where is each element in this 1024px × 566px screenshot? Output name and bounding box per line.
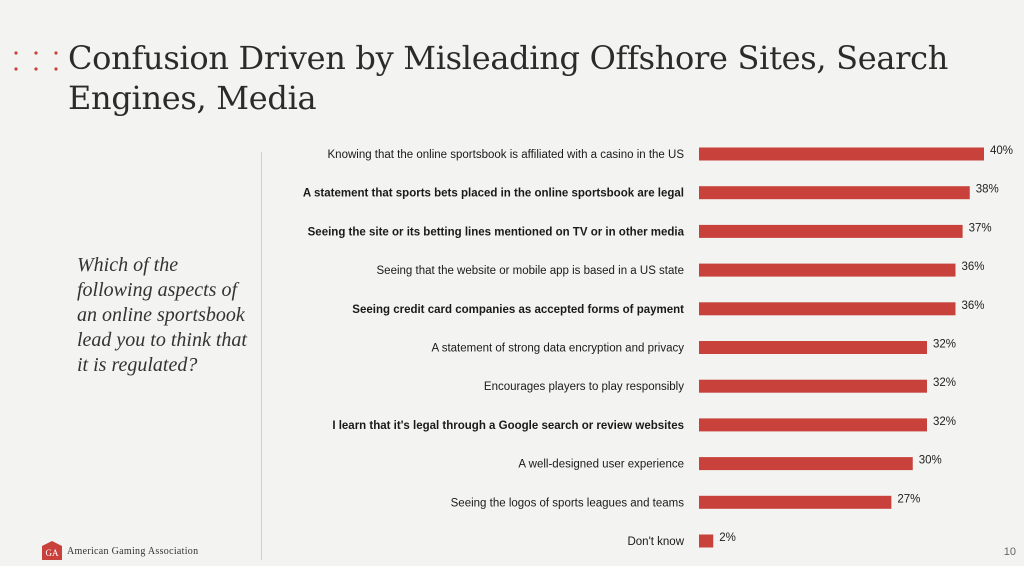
value-label: 32% [933, 416, 956, 428]
bar [699, 457, 913, 471]
value-label: 30% [919, 455, 942, 467]
bar [699, 379, 927, 393]
value-label: 32% [933, 339, 956, 351]
svg-text:GA: GA [46, 548, 59, 558]
bar [699, 147, 984, 161]
category-label: Seeing the logos of sports leagues and t… [451, 497, 685, 509]
bar [699, 302, 956, 316]
value-label: 40% [990, 145, 1013, 157]
value-label: 36% [962, 300, 985, 312]
category-label: Seeing the site or its betting lines men… [308, 226, 685, 238]
value-label: 27% [897, 493, 920, 505]
bar [699, 341, 927, 354]
decorative-dots-icon [14, 51, 58, 71]
category-label: Knowing that the online sportsbook is af… [328, 149, 685, 161]
bar [699, 534, 714, 548]
bar-chart: Knowing that the online sportsbook is af… [303, 145, 1013, 548]
category-label: I learn that it's legal through a Google… [332, 420, 684, 432]
bar [699, 186, 970, 200]
value-label: 2% [719, 532, 736, 544]
slide-title: Confusion Driven by Misleading Offshore … [68, 39, 949, 117]
category-label: Seeing that the website or mobile app is… [377, 265, 685, 277]
organization-name: American Gaming Association [67, 545, 199, 557]
chart-divider [261, 152, 262, 560]
page-number: 10 [1003, 546, 1016, 558]
category-label: A well-designed user experience [518, 459, 684, 471]
category-label: A statement of strong data encryption an… [431, 343, 684, 355]
bar [699, 495, 892, 509]
category-label: Seeing credit card companies as accepted… [352, 304, 684, 316]
aga-logo-icon: GA [42, 541, 62, 560]
value-label: 38% [976, 184, 999, 196]
category-label: A statement that sports bets placed in t… [303, 188, 684, 200]
footer-logo: GA American Gaming Association [40, 540, 198, 562]
value-label: 37% [969, 222, 992, 234]
bar [699, 418, 927, 432]
category-label: Encourages players to play responsibly [484, 381, 684, 393]
survey-question: Which of the following aspects of an onl… [77, 254, 247, 376]
bar [699, 263, 956, 277]
bar [699, 224, 963, 238]
category-label: Don't know [627, 536, 684, 548]
value-label: 32% [933, 377, 956, 389]
value-label: 36% [962, 261, 985, 273]
